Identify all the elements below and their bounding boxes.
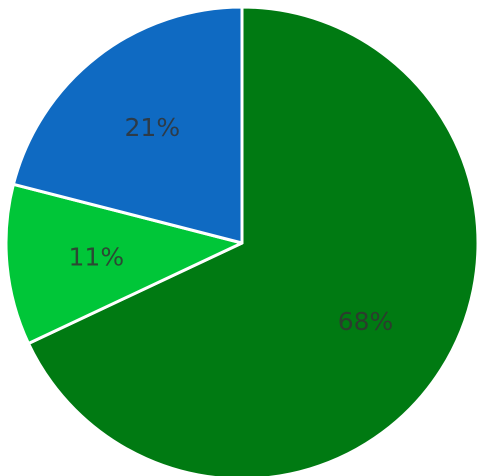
pie-labels: 68% 11% 21%: [69, 113, 394, 336]
pie-slice-21: [11, 5, 244, 245]
pie-slice-68: [26, 5, 478, 476]
pie-slice-11: [4, 182, 244, 345]
pie-slice-label: 21%: [125, 113, 181, 142]
pie-slice-label: 11%: [69, 242, 125, 271]
pie-slices: [4, 5, 478, 476]
pie-slice-label: 68%: [338, 307, 394, 336]
